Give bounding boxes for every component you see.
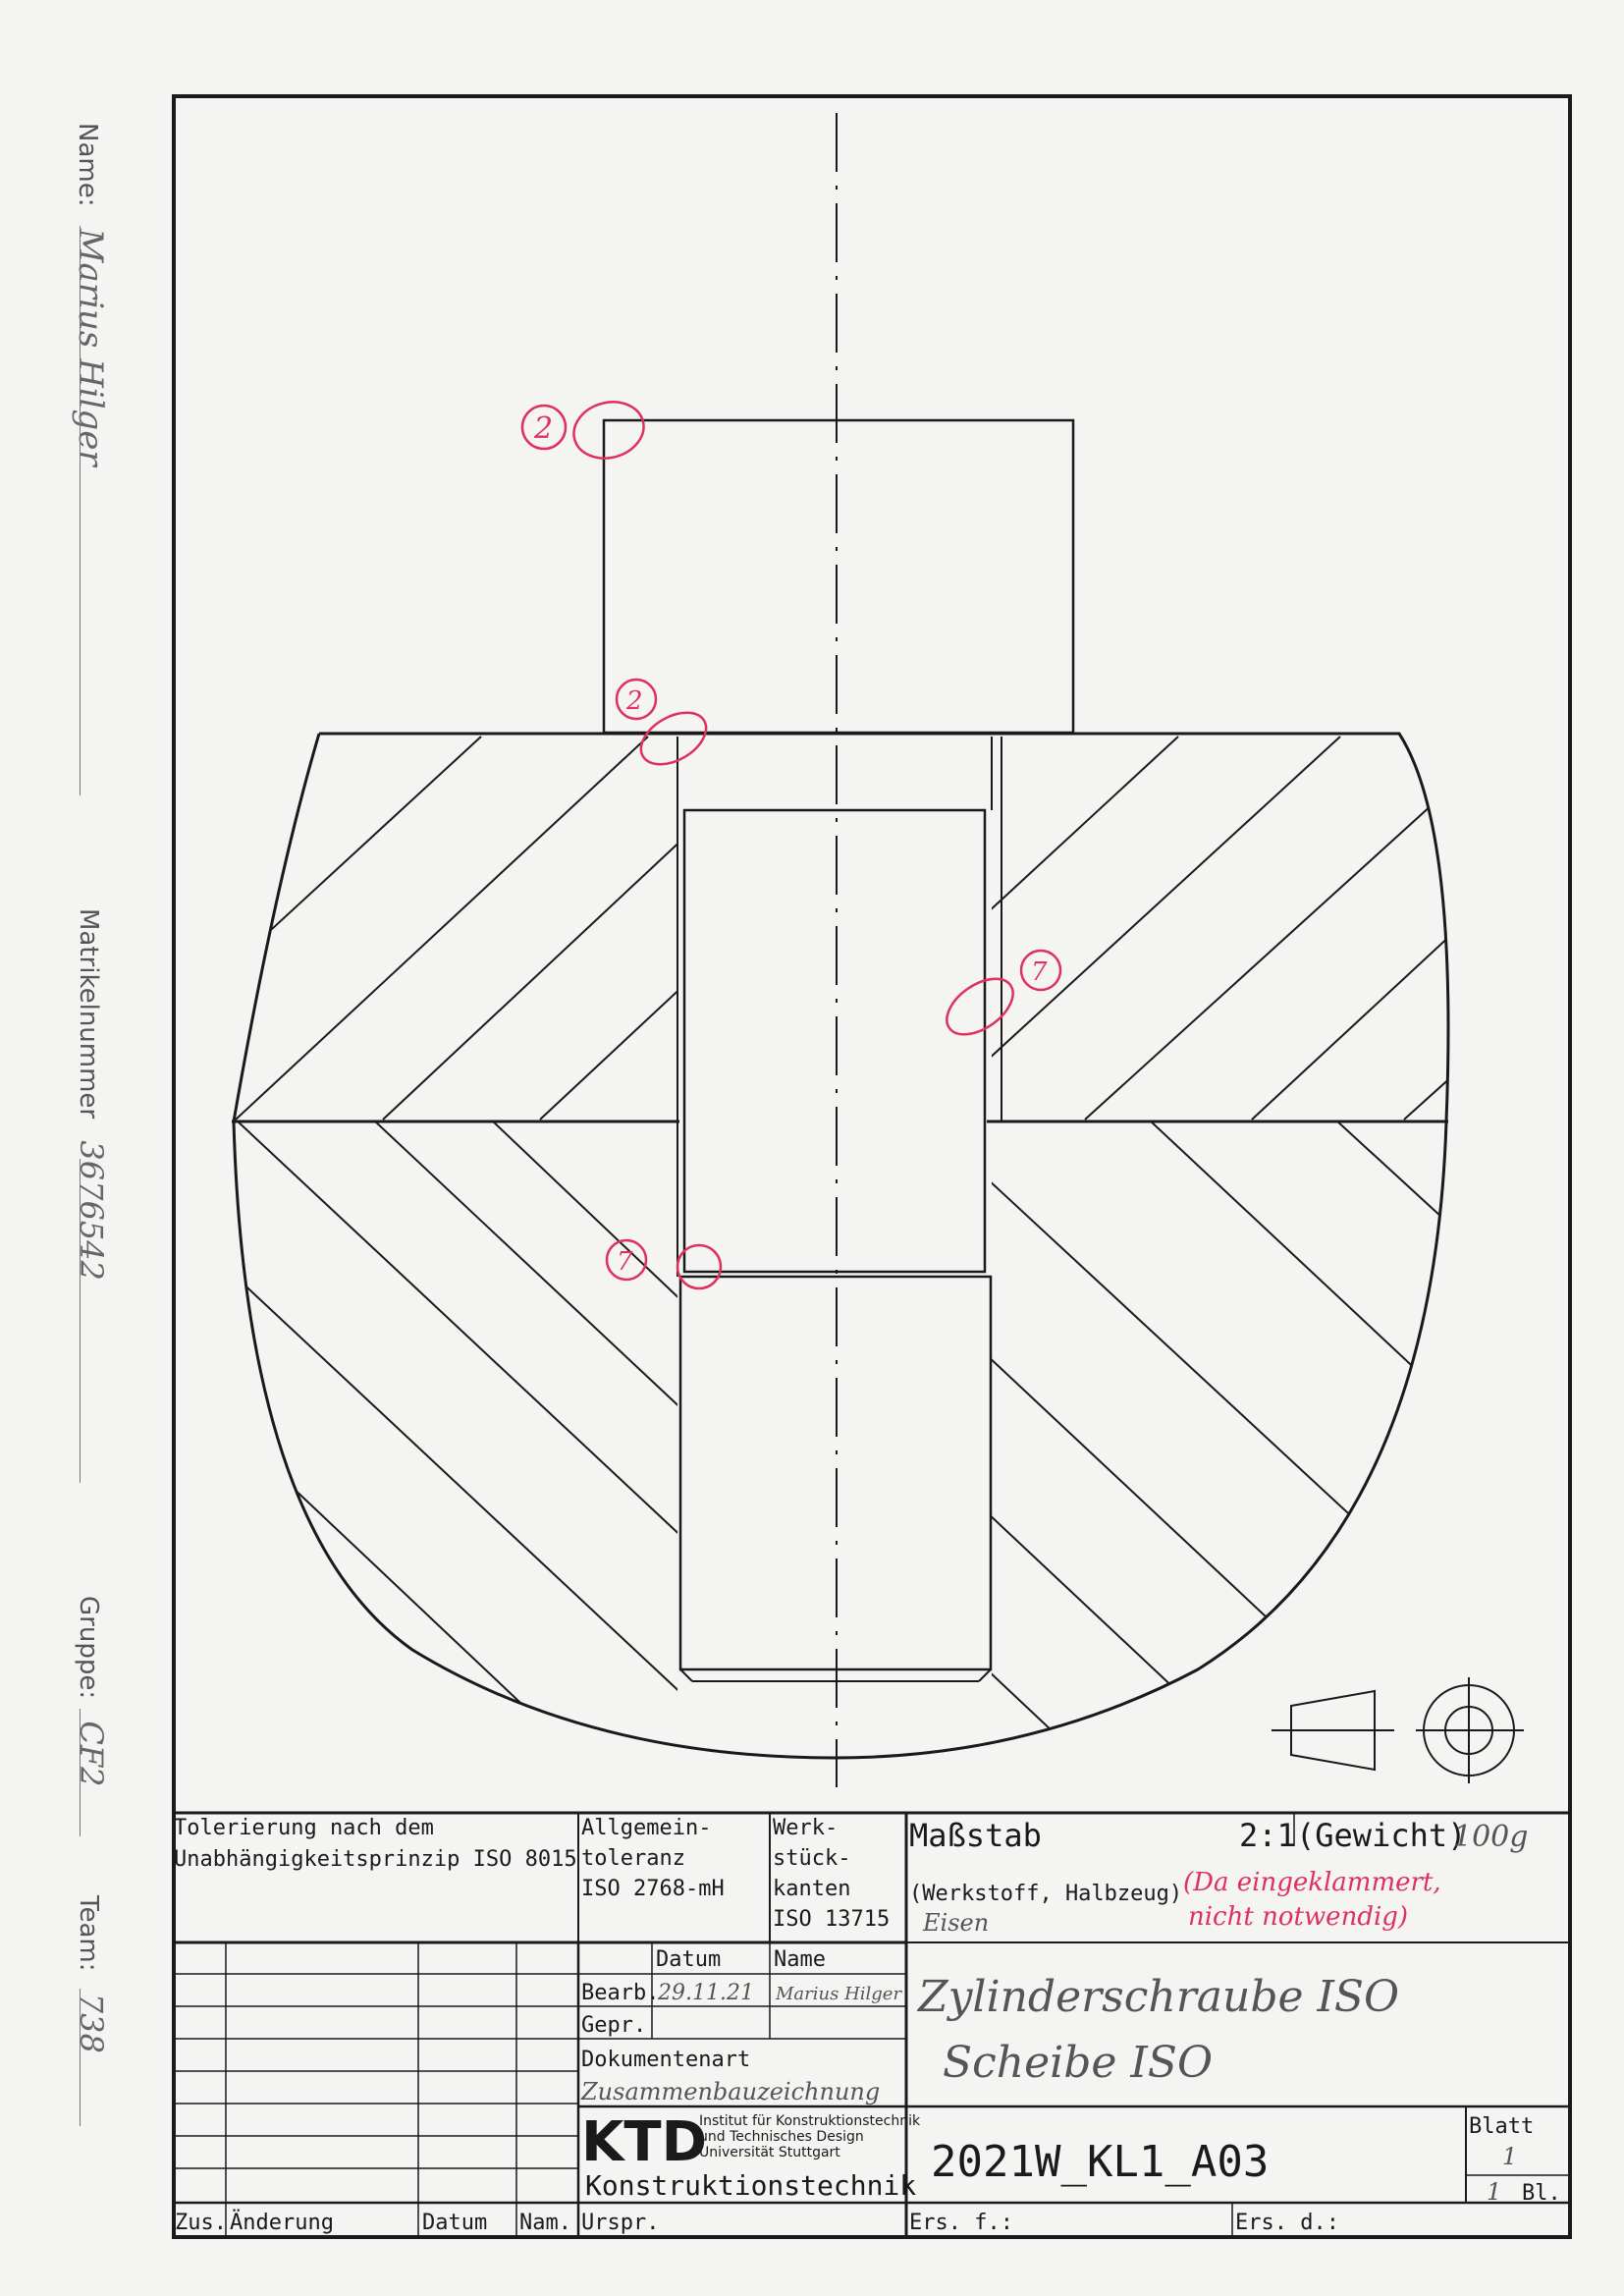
material-note-line1: (Da eingeklammert, bbox=[1183, 1868, 1441, 1897]
scale-value: 2:1 bbox=[1239, 1817, 1296, 1854]
doc-type-label: Dokumentenart bbox=[581, 2048, 750, 2072]
material-label: (Werkstoff, Halbzeug) bbox=[909, 1882, 1182, 1906]
upper-part-left-edge bbox=[232, 733, 321, 1122]
department-name: Konstruktionstechnik bbox=[585, 2169, 916, 2202]
lower-part-outline bbox=[232, 1121, 1448, 1760]
name-header: Name bbox=[774, 1947, 826, 1972]
sheets-total: 1 bbox=[1487, 2178, 1501, 2206]
date-header: Datum bbox=[656, 1947, 721, 1972]
team-underline bbox=[80, 1989, 81, 2126]
change-label: Änderung bbox=[230, 2210, 334, 2235]
zus-label: Zus. bbox=[175, 2211, 227, 2235]
general-tolerance-line3: ISO 2768-mH bbox=[581, 1877, 725, 1901]
replaced-by-label: Ers. d.: bbox=[1235, 2211, 1339, 2235]
weight-label: (Gewicht) bbox=[1296, 1817, 1466, 1854]
upper-part-outline bbox=[319, 732, 1450, 1122]
mark-number-lower: 7 bbox=[617, 1247, 633, 1277]
mark-number-surface: 2 bbox=[625, 686, 643, 716]
mark-circle-top bbox=[520, 404, 568, 451]
edges-line1: Werk- bbox=[773, 1816, 838, 1840]
bearb-date: 29.11.21 bbox=[657, 1981, 754, 2005]
screw-head bbox=[602, 418, 1075, 735]
upper-part-hatching bbox=[235, 736, 1448, 1121]
mark-number-top: 2 bbox=[533, 411, 553, 446]
drawing-number: 2021W_KL1_A03 bbox=[931, 2137, 1269, 2187]
gruppe-underline bbox=[80, 1709, 81, 1836]
bearb-label: Bearb. bbox=[581, 1981, 659, 2005]
bearb-name: Marius Hilger bbox=[775, 1984, 902, 2004]
change-name-label: Nam. bbox=[519, 2211, 571, 2235]
material-value: Eisen bbox=[922, 1909, 989, 1937]
institute-line1: Institut für Konstruktionstechnik bbox=[699, 2113, 921, 2129]
change-date-label: Datum bbox=[422, 2211, 487, 2235]
title-line1: Zylinderschraube ISO bbox=[916, 1972, 1399, 2022]
sheet-value: 1 bbox=[1502, 2143, 1517, 2170]
matrikel-underline bbox=[80, 1159, 81, 1483]
correction-marks bbox=[520, 401, 1062, 1290]
origin-label: Urspr. bbox=[581, 2211, 659, 2235]
sheet-label: Blatt bbox=[1469, 2114, 1534, 2139]
general-tolerance-line2: toleranz bbox=[581, 1846, 685, 1871]
tolerance-text-line2: Unabhängigkeitsprinzip ISO 8015 bbox=[174, 1847, 577, 1872]
projection-symbol bbox=[1272, 1677, 1524, 1783]
scale-label: Maßstab bbox=[909, 1817, 1042, 1854]
material-note-line2: nicht notwendig) bbox=[1188, 1902, 1408, 1932]
drawing-frame bbox=[172, 94, 1572, 2239]
replaces-label: Ers. f.: bbox=[909, 2211, 1013, 2235]
sheets-suffix: Bl. bbox=[1522, 2181, 1561, 2206]
institute-line3: Universität Stuttgart bbox=[699, 2145, 840, 2160]
tolerance-text-line1: Tolerierung nach dem bbox=[174, 1816, 434, 1840]
gepr-label: Gepr. bbox=[581, 2013, 646, 2038]
screw-shank bbox=[682, 808, 987, 1274]
institute-line2: und Technisches Design bbox=[699, 2129, 864, 2145]
bore-mask bbox=[677, 735, 992, 1766]
mark-number-right: 7 bbox=[1031, 957, 1048, 987]
name-underline bbox=[80, 226, 81, 795]
title-block-grid bbox=[174, 1811, 1570, 2237]
title-line2: Scheibe ISO bbox=[943, 2038, 1213, 2088]
edges-line2: stück- bbox=[773, 1846, 850, 1871]
doc-type-value: Zusammenbauzeichnung bbox=[580, 2078, 880, 2105]
ktd-logo: KTD bbox=[581, 2110, 707, 2174]
edges-line3: kanten bbox=[773, 1877, 850, 1901]
general-tolerance-line1: Allgemein- bbox=[581, 1816, 711, 1840]
edges-line4: ISO 13715 bbox=[773, 1907, 890, 1932]
weight-value: 100g bbox=[1453, 1820, 1528, 1854]
